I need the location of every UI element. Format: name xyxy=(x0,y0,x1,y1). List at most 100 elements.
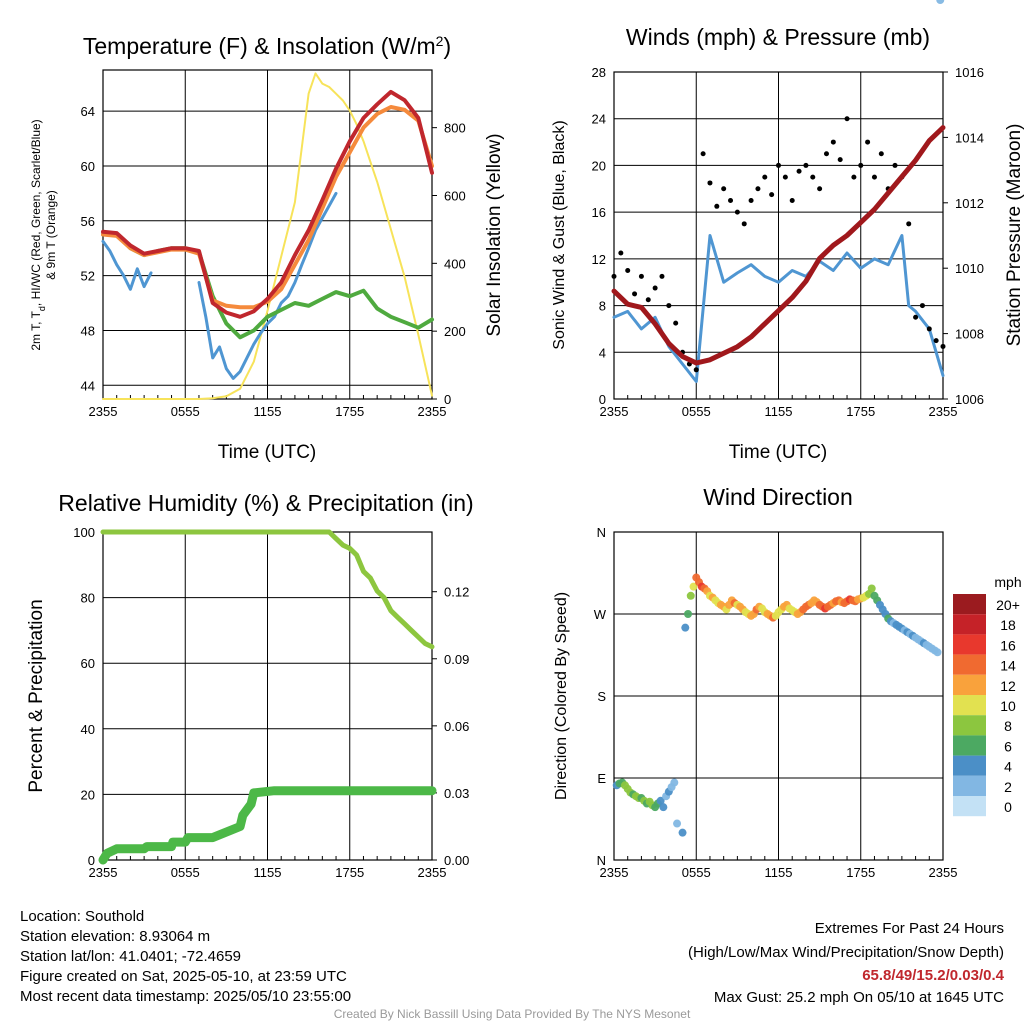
max-gust: Max Gust: 25.2 mph On 05/10 at 1645 UTC xyxy=(713,989,1004,1006)
gust-point xyxy=(789,197,795,203)
gust-point xyxy=(632,291,638,297)
series-2m-t-line xyxy=(101,89,434,319)
insolation-line xyxy=(102,72,433,400)
gust-point xyxy=(625,268,631,274)
winds-xtick-label: 0555 xyxy=(682,404,711,419)
direction-point xyxy=(933,648,942,657)
winds-y2tick-label: 1012 xyxy=(955,196,984,211)
gust-point xyxy=(803,162,809,168)
winds-title: Winds (mph) & Pressure (mb) xyxy=(626,24,930,50)
temperature-xtick-label: 2355 xyxy=(89,404,118,419)
direction-point xyxy=(684,610,693,618)
winds-y2tick-label: 1014 xyxy=(955,130,984,145)
gust-point xyxy=(933,338,939,344)
temperature-ytick-label: 52 xyxy=(81,269,95,284)
gust-point xyxy=(748,197,754,203)
colorbar-unit: mph xyxy=(994,574,1021,590)
winds-xtick-label: 2355 xyxy=(600,404,629,419)
colorbar-label: 10 xyxy=(1000,698,1016,714)
gust-point xyxy=(734,209,740,215)
colorbar-swatch xyxy=(953,775,986,796)
gust-point xyxy=(913,314,919,320)
winds-y2tick-label: 1010 xyxy=(955,261,984,276)
colorbar-label: 8 xyxy=(1004,718,1012,734)
credit-line: Created By Nick Bassill Using Data Provi… xyxy=(333,1007,691,1021)
humidity-title: Relative Humidity (%) & Precipitation (i… xyxy=(58,490,473,516)
gust-point xyxy=(837,157,843,163)
gust-point xyxy=(741,221,747,227)
series-sonic-wind-line xyxy=(612,234,945,383)
direction-xtick-label: 2355 xyxy=(929,865,958,880)
gust-point xyxy=(776,162,781,168)
gust-point xyxy=(714,203,720,209)
winds-ytick-label: 20 xyxy=(592,158,606,173)
temperature-y2tick-label: 200 xyxy=(444,324,466,339)
direction-frame xyxy=(613,531,944,861)
colorbar-swatch xyxy=(953,654,986,675)
winds-ytick-label: 4 xyxy=(599,345,606,360)
extremes-title: Extremes For Past 24 Hours xyxy=(814,920,1004,937)
gust-point xyxy=(865,139,871,145)
humidity-xtick-label: 1155 xyxy=(254,865,282,880)
temperature-xtick-label: 1155 xyxy=(254,404,282,419)
gust-point xyxy=(817,186,823,192)
gust-point xyxy=(871,174,877,180)
humidity-ytick-label: 100 xyxy=(73,525,95,540)
temperature-title: Temperature (F) & Insolation (W/m2) xyxy=(83,33,451,59)
direction-title: Wind Direction xyxy=(703,484,853,510)
gust-point xyxy=(700,151,706,157)
humidity-panel: Relative Humidity (%) & Precipitation (i… xyxy=(26,490,474,880)
footer-latlon: Station lat/lon: 41.0401; -72.4659 xyxy=(20,948,242,965)
colorbar-label: 0 xyxy=(1004,799,1012,815)
direction-ytick-label: W xyxy=(594,607,607,622)
gust-point xyxy=(892,162,898,168)
winds-y2tick-label: 1016 xyxy=(955,65,984,80)
direction-point xyxy=(659,803,668,812)
direction-point xyxy=(686,591,695,600)
colorbar-label: 2 xyxy=(1004,779,1012,795)
gust-point xyxy=(830,139,836,145)
humidity-ylabel: Percent & Precipitation xyxy=(26,599,47,792)
direction-point xyxy=(673,819,682,828)
gust-point xyxy=(666,303,672,309)
direction-point xyxy=(689,582,698,591)
humidity-xtick-label: 0555 xyxy=(171,865,200,880)
gust-point xyxy=(611,273,617,279)
humidity-xtick-label: 2355 xyxy=(89,865,118,880)
winds-xtick-label: 2355 xyxy=(929,404,958,419)
temperature-ytick-label: 56 xyxy=(81,214,95,229)
direction-ytick-label: N xyxy=(597,525,606,540)
winds-ylabel: Sonic Wind & Gust (Blue, Black) xyxy=(551,120,568,349)
colorbar-label: 14 xyxy=(1000,658,1016,674)
winds-ytick-label: 0 xyxy=(599,392,606,407)
colorbar-label: 12 xyxy=(1000,678,1016,694)
humidity-xtick-label: 2355 xyxy=(418,865,447,880)
winds-panel: Winds (mph) & Pressure (mb) Sonic Wind &… xyxy=(551,24,1024,463)
gust-point xyxy=(926,326,932,332)
series-pressure-line xyxy=(611,125,946,366)
humidity-y2tick-label: 0.09 xyxy=(444,652,469,667)
winds-xtick-label: 1755 xyxy=(846,404,875,419)
temperature-y2tick-label: 600 xyxy=(444,188,466,203)
gust-point xyxy=(940,343,946,349)
colorbar-swatch xyxy=(953,735,986,756)
direction-ytick-label: S xyxy=(597,689,606,704)
colorbar-swatch xyxy=(953,755,986,776)
temperature-xtick-label: 1755 xyxy=(335,404,364,419)
gust-point xyxy=(858,162,864,168)
temperature-ytick-label: 64 xyxy=(81,104,95,119)
temperature-ylabel: 2m T, Td, HI/WC (Red, Green, Scarlet/Blu… xyxy=(29,119,47,350)
temperature-xtick-label: 2355 xyxy=(418,404,447,419)
winds-ytick-label: 24 xyxy=(592,112,606,127)
temperature-y2tick-label: 0 xyxy=(444,392,451,407)
winds-frame xyxy=(613,71,944,400)
colorbar-swatch xyxy=(953,594,986,615)
gust-point xyxy=(762,174,768,180)
gust-point xyxy=(652,285,658,291)
winds-y2label: Station Pressure (Maroon) xyxy=(1004,124,1024,347)
gust-point xyxy=(851,174,857,180)
direction-panel: Wind Direction Direction (Colored By Spe… xyxy=(553,0,1022,880)
colorbar-swatch xyxy=(953,674,986,695)
winds-ytick-label: 8 xyxy=(599,299,606,314)
gust-point xyxy=(769,192,775,198)
